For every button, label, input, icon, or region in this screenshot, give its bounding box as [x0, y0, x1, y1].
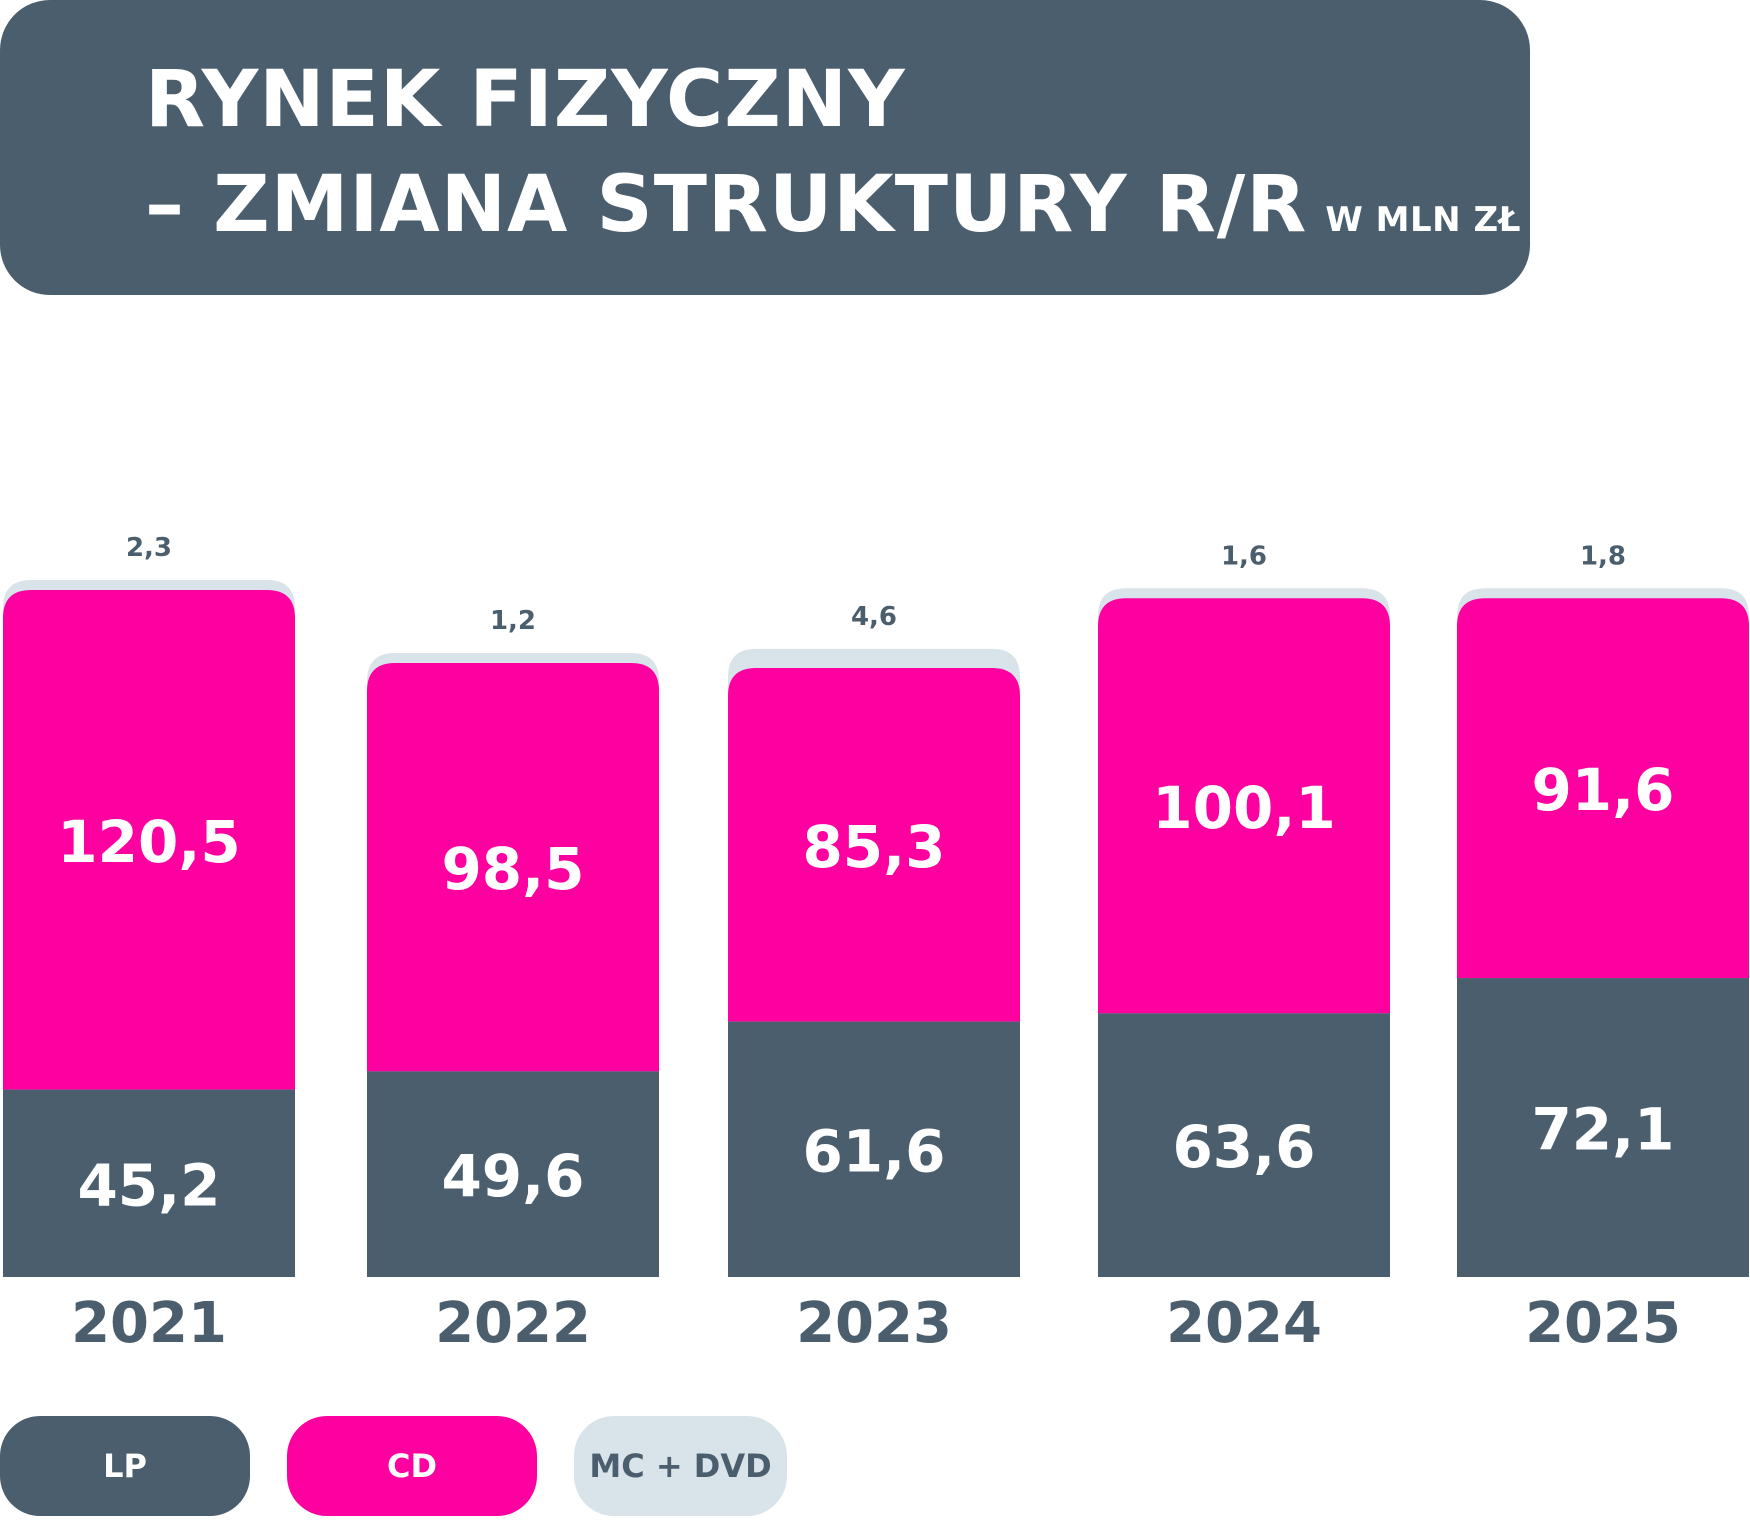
- bar-lp-2023: [728, 1021, 1020, 1277]
- value-label-mc-dvd-2023: 4,6: [851, 602, 897, 632]
- bar-lp-2021: [3, 1089, 295, 1277]
- chart-title-line-2: – ZMIANA STRUKTURY R/R W MLN ZŁ: [145, 160, 1521, 250]
- legend-item-mc-dvd: MC + DVD: [574, 1416, 787, 1516]
- bar-cd-2023: [728, 667, 1020, 1022]
- bar-lp-2025: [1457, 978, 1749, 1277]
- chart-unit-label: W MLN ZŁ: [1325, 200, 1521, 240]
- legend-item-cd: CD: [287, 1416, 537, 1516]
- x-tick-label-2025: 2025: [1525, 1291, 1681, 1356]
- bar-cd-2022: [367, 662, 659, 1072]
- legend-item-lp: LP: [0, 1416, 250, 1516]
- bar-cd-2021: [3, 590, 295, 1090]
- value-label-cd-2023: 85,3: [802, 813, 945, 881]
- value-label-lp-2022: 49,6: [441, 1142, 584, 1210]
- value-label-mc-dvd-2024: 1,6: [1221, 541, 1267, 571]
- value-label-lp-2025: 72,1: [1531, 1096, 1674, 1164]
- bar-lp-2022: [367, 1071, 659, 1277]
- value-label-lp-2024: 63,6: [1172, 1113, 1315, 1181]
- value-label-cd-2021: 120,5: [57, 808, 240, 876]
- x-tick-label-2022: 2022: [435, 1291, 591, 1356]
- chart-title-line-1: RYNEK FIZYCZNY: [145, 55, 906, 145]
- value-label-lp-2021: 45,2: [77, 1151, 220, 1219]
- value-label-cd-2024: 100,1: [1152, 774, 1335, 842]
- value-label-mc-dvd-2022: 1,2: [490, 606, 536, 636]
- chart-title-banner: RYNEK FIZYCZNY – ZMIANA STRUKTURY R/R W M…: [0, 0, 1530, 295]
- bar-cd-2024: [1098, 598, 1390, 1014]
- value-label-cd-2022: 98,5: [441, 835, 584, 903]
- x-tick-label-2021: 2021: [71, 1291, 227, 1356]
- x-tick-label-2023: 2023: [796, 1291, 952, 1356]
- value-label-lp-2023: 61,6: [802, 1117, 945, 1185]
- stacked-bar-chart: 45,2 120,5 2,3 2021 49,6 98,5 1,2 2022 61,6 85,3 4…: [3, 533, 1749, 1356]
- chart-title-line-2-text: – ZMIANA STRUKTURY R/R: [145, 160, 1308, 250]
- value-label-cd-2025: 91,6: [1531, 756, 1674, 824]
- bar-cd-2025: [1457, 598, 1749, 979]
- bar-lp-2024: [1098, 1013, 1390, 1277]
- value-label-mc-dvd-2025: 1,8: [1580, 541, 1626, 571]
- value-label-mc-dvd-2021: 2,3: [126, 533, 172, 563]
- x-tick-label-2024: 2024: [1166, 1291, 1322, 1356]
